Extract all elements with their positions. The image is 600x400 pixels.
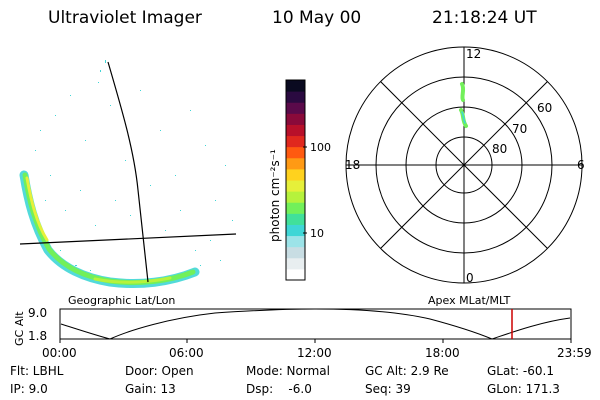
altitude-y-top: 9.0 xyxy=(28,306,47,320)
polar-plot xyxy=(345,46,583,284)
info-ip: IP: 9.0 xyxy=(10,382,48,396)
colorbar-stripe xyxy=(286,146,305,159)
colorbar-tick-10: 10 xyxy=(310,227,324,240)
polar-label-6: 6 xyxy=(577,158,585,172)
auroral-band xyxy=(19,170,200,288)
colorbar xyxy=(285,79,306,281)
colorbar-border xyxy=(285,79,306,281)
colorbar-stripe xyxy=(286,235,305,248)
colorbar-stripe xyxy=(286,202,305,214)
colorbar-stripe xyxy=(286,257,305,270)
colorbar-stripe xyxy=(286,102,305,114)
info-glat: GLat: -60.1 xyxy=(487,364,554,378)
instrument-title: Ultraviolet Imager xyxy=(48,8,202,28)
info-gc-alt: GC Alt: 2.9 Re xyxy=(365,364,449,378)
altitude-ylabel: GC Alt xyxy=(13,311,26,346)
time-tick-1: 06:00 xyxy=(169,346,204,360)
info-glon: GLon: 171.3 xyxy=(487,382,560,396)
info-gain: Gain: 13 xyxy=(125,382,176,396)
altitude-y-bottom: 1.8 xyxy=(28,329,47,343)
polar-label-18: 18 xyxy=(345,158,360,172)
colorbar-stripe xyxy=(286,191,305,203)
altitude-plot xyxy=(59,308,572,343)
time-tick-4: 23:59 xyxy=(557,346,592,360)
colorbar-stripe xyxy=(286,246,305,259)
colorbar-stripe xyxy=(286,213,305,225)
apex-caption: Apex MLat/MLT xyxy=(428,294,511,307)
info-mode: Mode: Normal xyxy=(246,364,330,378)
colorbar-stripe xyxy=(286,135,305,148)
colorbar-stripe xyxy=(286,180,305,192)
polar-label-70: 70 xyxy=(512,122,527,136)
polar-label-0: 0 xyxy=(466,271,474,285)
colorbar-stripe xyxy=(286,124,305,137)
colorbar-stripe xyxy=(286,168,305,181)
colorbar-stripe xyxy=(286,91,305,103)
time-tick-3: 18:00 xyxy=(425,346,460,360)
colorbar-stripe xyxy=(286,80,305,92)
polar-label-80: 80 xyxy=(492,142,507,156)
colorbar-unit-label: photon cm⁻²s⁻¹ xyxy=(268,149,282,242)
polar-label-12: 12 xyxy=(466,47,481,61)
colorbar-stripe xyxy=(286,268,305,281)
colorbar-stripe xyxy=(286,113,305,125)
parallel-line xyxy=(19,233,237,245)
geographic-caption: Geographic Lat/Lon xyxy=(68,294,176,307)
time-tick-0: 00:00 xyxy=(42,346,77,360)
info-flt: Flt: LBHL xyxy=(10,364,64,378)
date-label: 10 May 00 xyxy=(272,8,362,28)
colorbar-stripe xyxy=(286,157,305,170)
info-door: Door: Open xyxy=(125,364,194,378)
polar-label-60: 60 xyxy=(537,101,552,115)
meridian-line xyxy=(107,61,149,283)
altitude-curve xyxy=(60,308,571,340)
info-dsp: Dsp: -6.0 xyxy=(246,382,312,396)
image-noise xyxy=(35,60,233,273)
colorbar-tick-100: 100 xyxy=(310,141,331,154)
polar-aurora xyxy=(459,82,468,128)
colorbar-ticks xyxy=(303,146,307,234)
colorbar-stripe xyxy=(286,224,305,237)
time-tick-2: 12:00 xyxy=(297,346,332,360)
geographic-image xyxy=(19,60,237,288)
time-label: 21:18:24 UT xyxy=(432,8,537,28)
info-seq: Seq: 39 xyxy=(365,382,411,396)
